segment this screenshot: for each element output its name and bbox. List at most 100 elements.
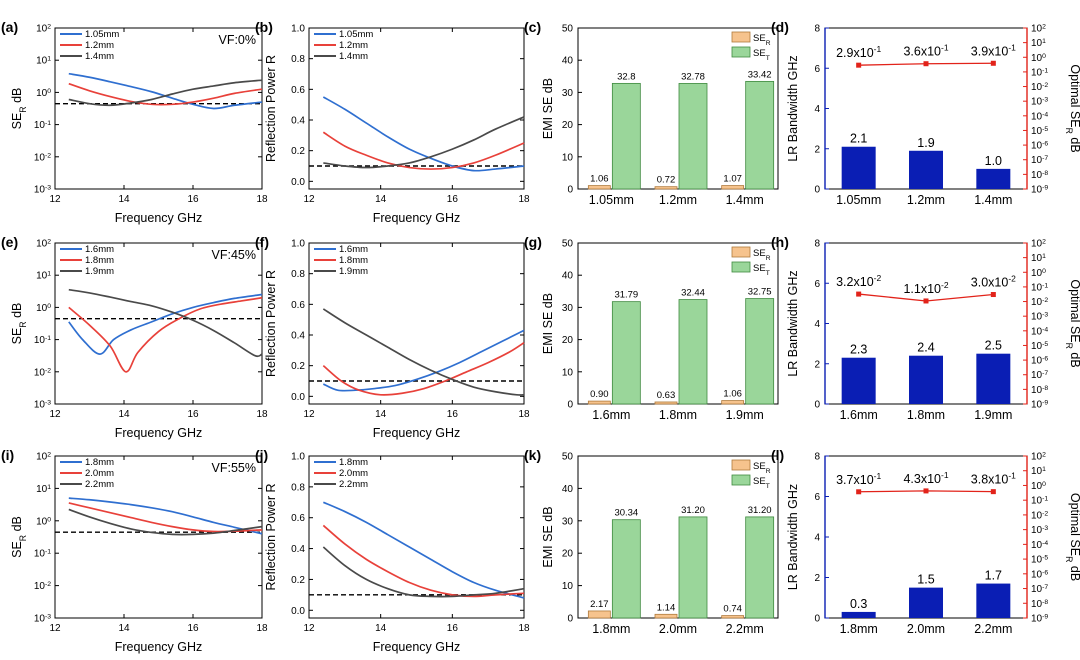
y-axis-label: Reflection Power R bbox=[264, 484, 278, 591]
y-tick-label: 4 bbox=[814, 319, 820, 330]
x-tick-label: 14 bbox=[375, 194, 387, 205]
right-tick-label-part: 10 bbox=[1031, 24, 1043, 35]
right-tick-label-part: 10 bbox=[1031, 584, 1043, 595]
x-tick-label: 16 bbox=[447, 623, 459, 634]
y-tick-label: 0 bbox=[567, 185, 573, 196]
y-axis-label-part: R bbox=[18, 535, 28, 541]
y-tick-label-part: 2 bbox=[47, 451, 51, 458]
optimal-value-label-part: 3.6x10 bbox=[903, 45, 941, 59]
y-tick-label-part: 10 bbox=[36, 239, 48, 250]
optimal-value-label: 1.1x10-2 bbox=[903, 280, 948, 296]
right-tick-label-part: 10 bbox=[1031, 38, 1043, 49]
panel-label: (g) bbox=[524, 234, 542, 250]
bandwidth-value-label: 2.5 bbox=[985, 339, 1002, 353]
x-category-label: 1.2mm bbox=[659, 193, 697, 207]
y-tick-label: 20 bbox=[562, 120, 574, 131]
plot-frame bbox=[54, 455, 263, 619]
y-tick-label: 6 bbox=[814, 64, 820, 75]
y-tick-label: 0.6 bbox=[291, 85, 305, 96]
y-tick-label: 0.0 bbox=[291, 177, 305, 188]
y-tick-label: 30 bbox=[562, 303, 574, 314]
x-category-label: 1.6mm bbox=[840, 408, 878, 422]
plot-frame bbox=[577, 455, 779, 619]
y-tick-label-part: 0.8 bbox=[291, 482, 305, 493]
y-tick-label: 100 bbox=[36, 516, 51, 528]
plot-frame bbox=[577, 27, 779, 190]
right-tick-label-part: 10 bbox=[1031, 97, 1043, 108]
right-tick-label-part: 1 bbox=[1042, 466, 1046, 473]
x-tick-label: 14 bbox=[375, 623, 387, 634]
right-tick-label-part: -2 bbox=[1042, 297, 1048, 304]
bar-se-t bbox=[611, 301, 641, 405]
right-tick-label-part: -3 bbox=[1042, 96, 1048, 103]
legend-label-part: R bbox=[766, 255, 771, 262]
x-tick-label: 12 bbox=[49, 623, 61, 634]
panel-label: (b) bbox=[255, 19, 273, 35]
right-tick-label-part: 10 bbox=[1031, 599, 1043, 610]
series-line-1.4mm bbox=[68, 79, 263, 107]
bandwidth-bar bbox=[841, 146, 876, 189]
plot-frame bbox=[577, 242, 779, 405]
plot-frame bbox=[308, 242, 525, 405]
bandwidth-value-label: 1.7 bbox=[985, 569, 1002, 583]
y-tick-label: 40 bbox=[562, 56, 574, 67]
y-tick-label-part: 0.8 bbox=[291, 269, 305, 280]
y-tick-label: 2 bbox=[814, 573, 820, 584]
value-label-se-r: 1.06 bbox=[723, 389, 742, 400]
x-category-label: 1.4mm bbox=[726, 193, 764, 207]
x-category-label: 1.8mm bbox=[907, 408, 945, 422]
y-tick-label: 0.6 bbox=[291, 300, 305, 311]
value-label-se-t: 31.79 bbox=[614, 290, 638, 301]
x-tick-label: 12 bbox=[303, 623, 315, 634]
x-category-label: 1.05mm bbox=[589, 193, 634, 207]
optimal-value-label: 4.3x10-1 bbox=[903, 470, 948, 486]
legend-label: 1.8mm bbox=[85, 457, 114, 468]
y-tick-label: 4 bbox=[814, 533, 820, 544]
right-tick-label-part: 10 bbox=[1031, 496, 1043, 507]
right-tick-label-part: 10 bbox=[1031, 268, 1043, 279]
legend-label: 2.2mm bbox=[85, 479, 114, 490]
y-tick-label-part: 0 bbox=[47, 87, 51, 94]
x-tick-label: 14 bbox=[118, 623, 130, 634]
x-tick-label: 18 bbox=[256, 623, 268, 634]
right-tick-label-part: -8 bbox=[1042, 598, 1048, 605]
y-tick-label: 0 bbox=[567, 400, 573, 411]
right-tick-label: 10-8 bbox=[1031, 169, 1048, 181]
right-tick-label-part: -5 bbox=[1042, 125, 1048, 132]
right-tick-label: 10-3 bbox=[1031, 96, 1048, 108]
right-tick-label: 10-4 bbox=[1031, 111, 1048, 123]
value-label-se-t: 32.78 bbox=[681, 71, 705, 82]
right-tick-label-part: 10 bbox=[1031, 385, 1043, 396]
x-tick-label: 18 bbox=[518, 194, 530, 205]
x-category-label: 2.0mm bbox=[659, 622, 697, 636]
right-tick-label: 10-6 bbox=[1031, 355, 1048, 367]
legend-swatch bbox=[731, 261, 751, 273]
y-tick-label: 100 bbox=[36, 87, 51, 99]
optimal-value-label-part: -1 bbox=[874, 471, 882, 481]
y-axis-label: LR Bandwidth GHz bbox=[786, 55, 800, 161]
series-line-1.9mm bbox=[68, 288, 263, 358]
y-tick-label-part: 10 bbox=[34, 185, 46, 196]
bar-se-t bbox=[745, 516, 775, 619]
right-tick-label-part: 10 bbox=[1031, 569, 1043, 580]
series-line-1.9mm bbox=[322, 308, 525, 396]
bandwidth-bar bbox=[909, 355, 943, 404]
legend-label: 1.2mm bbox=[85, 40, 114, 51]
right-tick-label: 10-5 bbox=[1031, 554, 1048, 566]
bandwidth-value-label: 2.1 bbox=[850, 132, 867, 146]
bar-se-t bbox=[611, 519, 641, 619]
legend-label-part: R bbox=[766, 468, 771, 475]
y-axis-label-part: dB bbox=[10, 516, 24, 535]
y-axis-label: EMI SE dB bbox=[541, 293, 555, 354]
right-tick-label: 10-9 bbox=[1031, 399, 1048, 411]
y-tick-label-part: 1.0 bbox=[291, 452, 305, 463]
x-tick-label: 18 bbox=[518, 409, 530, 420]
right-tick-label-part: -7 bbox=[1042, 155, 1048, 162]
y-tick-label-part: 10 bbox=[34, 335, 46, 346]
right-tick-label-part: 10 bbox=[1031, 239, 1043, 250]
x-tick-label: 14 bbox=[375, 409, 387, 420]
optimal-line bbox=[858, 293, 994, 302]
y-axis-label-part: dB bbox=[10, 303, 24, 322]
y-axis-label-part: R bbox=[18, 106, 28, 112]
right-tick-label-part: 10 bbox=[1031, 510, 1043, 521]
